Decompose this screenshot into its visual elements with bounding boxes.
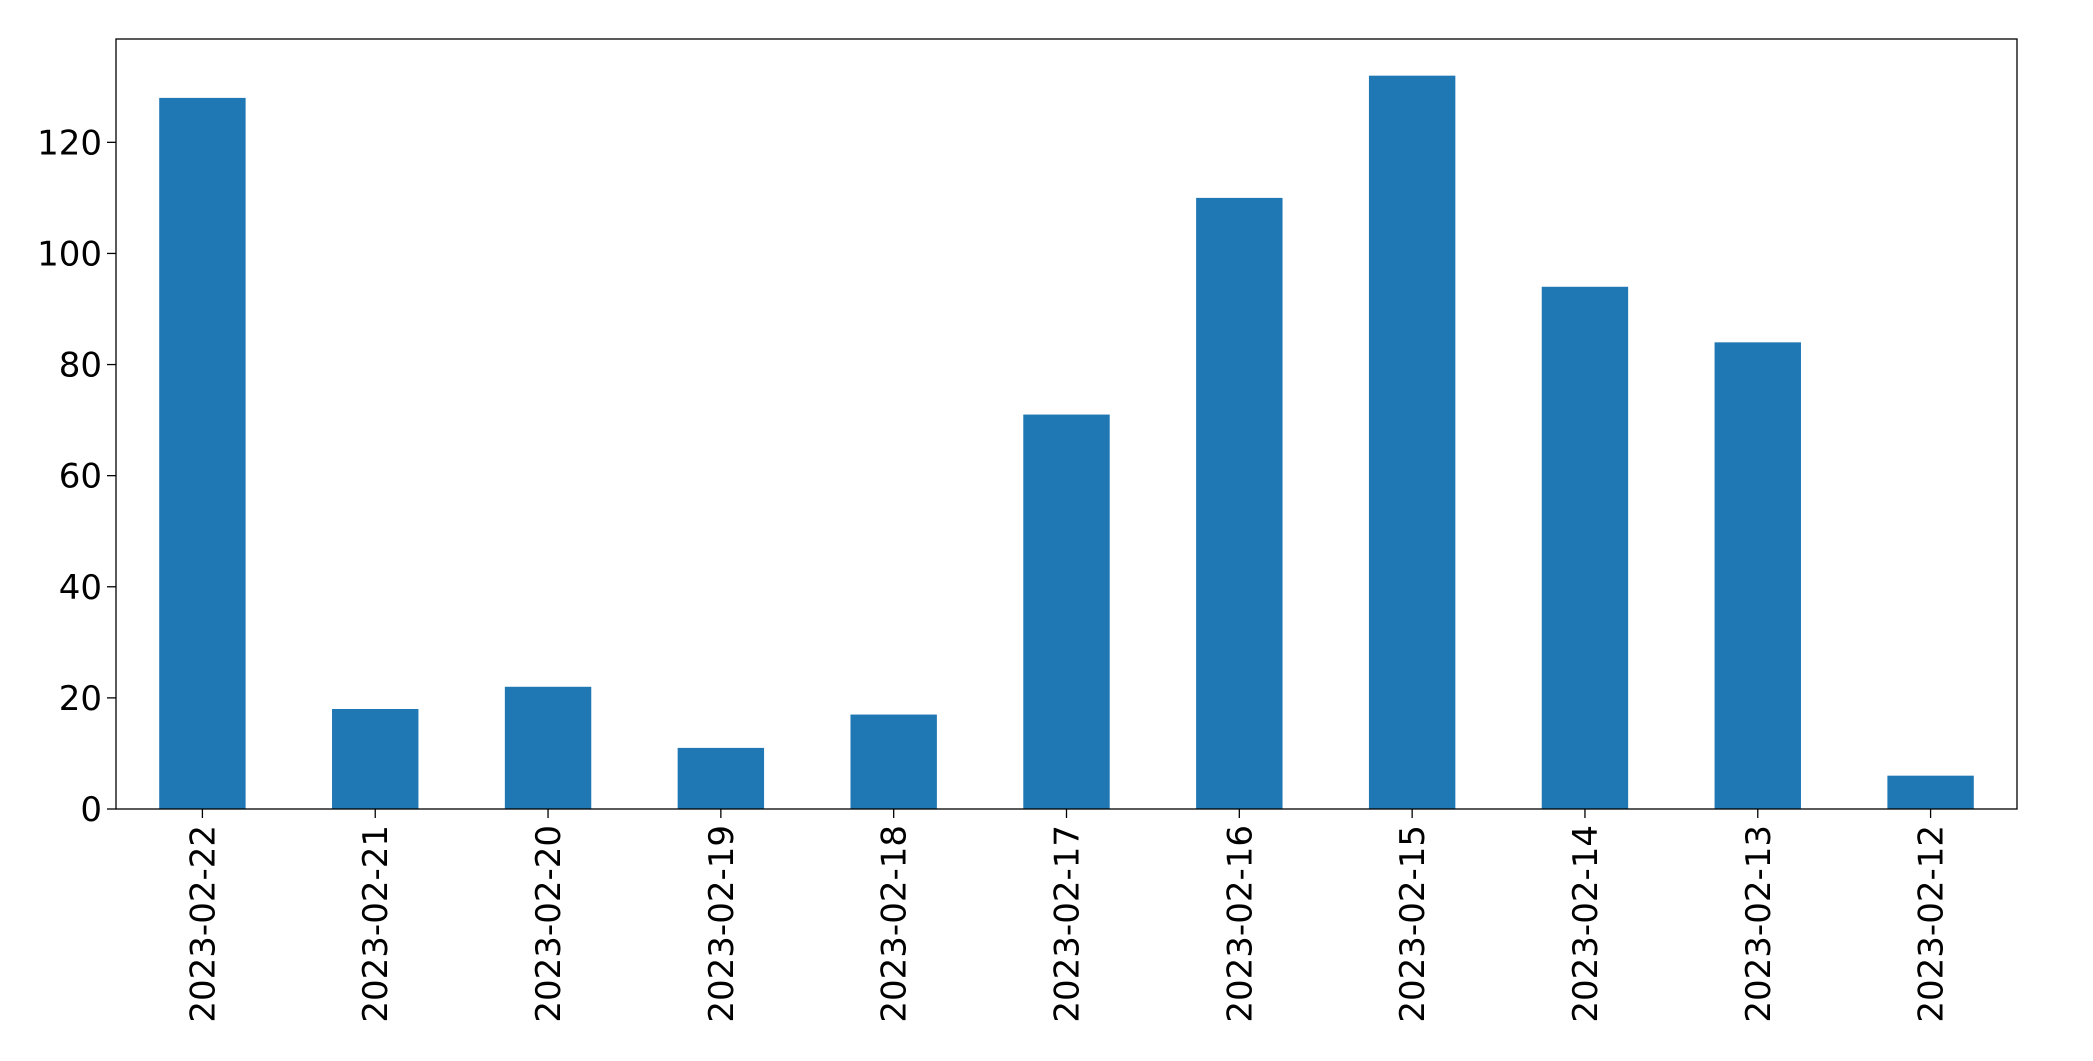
bar: [1023, 414, 1110, 809]
bar: [677, 747, 765, 809]
y-tick-label: 40: [59, 568, 102, 608]
bar: [1196, 197, 1283, 809]
y-tick-label: 20: [59, 679, 102, 719]
x-tick-label: 2023-02-20: [529, 825, 569, 1023]
x-tick-label: 2023-02-13: [1739, 825, 1779, 1023]
x-tick-label: 2023-02-22: [183, 825, 223, 1023]
bar: [159, 97, 246, 809]
bar: [1368, 75, 1456, 809]
y-tick-label: 120: [37, 123, 102, 163]
y-tick-label: 60: [59, 457, 102, 497]
bar: [850, 714, 937, 809]
x-tick-label: 2023-02-19: [702, 825, 742, 1023]
bar: [1887, 775, 1974, 809]
plot-frame: [115, 38, 2018, 810]
bar: [332, 709, 419, 809]
bar: [504, 686, 592, 809]
x-tick-label: 2023-02-21: [356, 825, 396, 1023]
x-tick-label: 2023-02-18: [875, 825, 915, 1023]
x-tick-label: 2023-02-17: [1048, 825, 1088, 1023]
y-tick-label: 80: [59, 346, 102, 386]
x-tick-label: 2023-02-12: [1912, 825, 1952, 1023]
bar: [1714, 342, 1801, 809]
y-tick-label: 100: [37, 234, 102, 274]
x-tick-label: 2023-02-14: [1566, 825, 1606, 1023]
bar: [1541, 286, 1629, 809]
y-tick-label: 0: [80, 790, 102, 830]
x-tick-label: 2023-02-16: [1220, 825, 1260, 1023]
x-tick-label: 2023-02-15: [1393, 825, 1433, 1023]
